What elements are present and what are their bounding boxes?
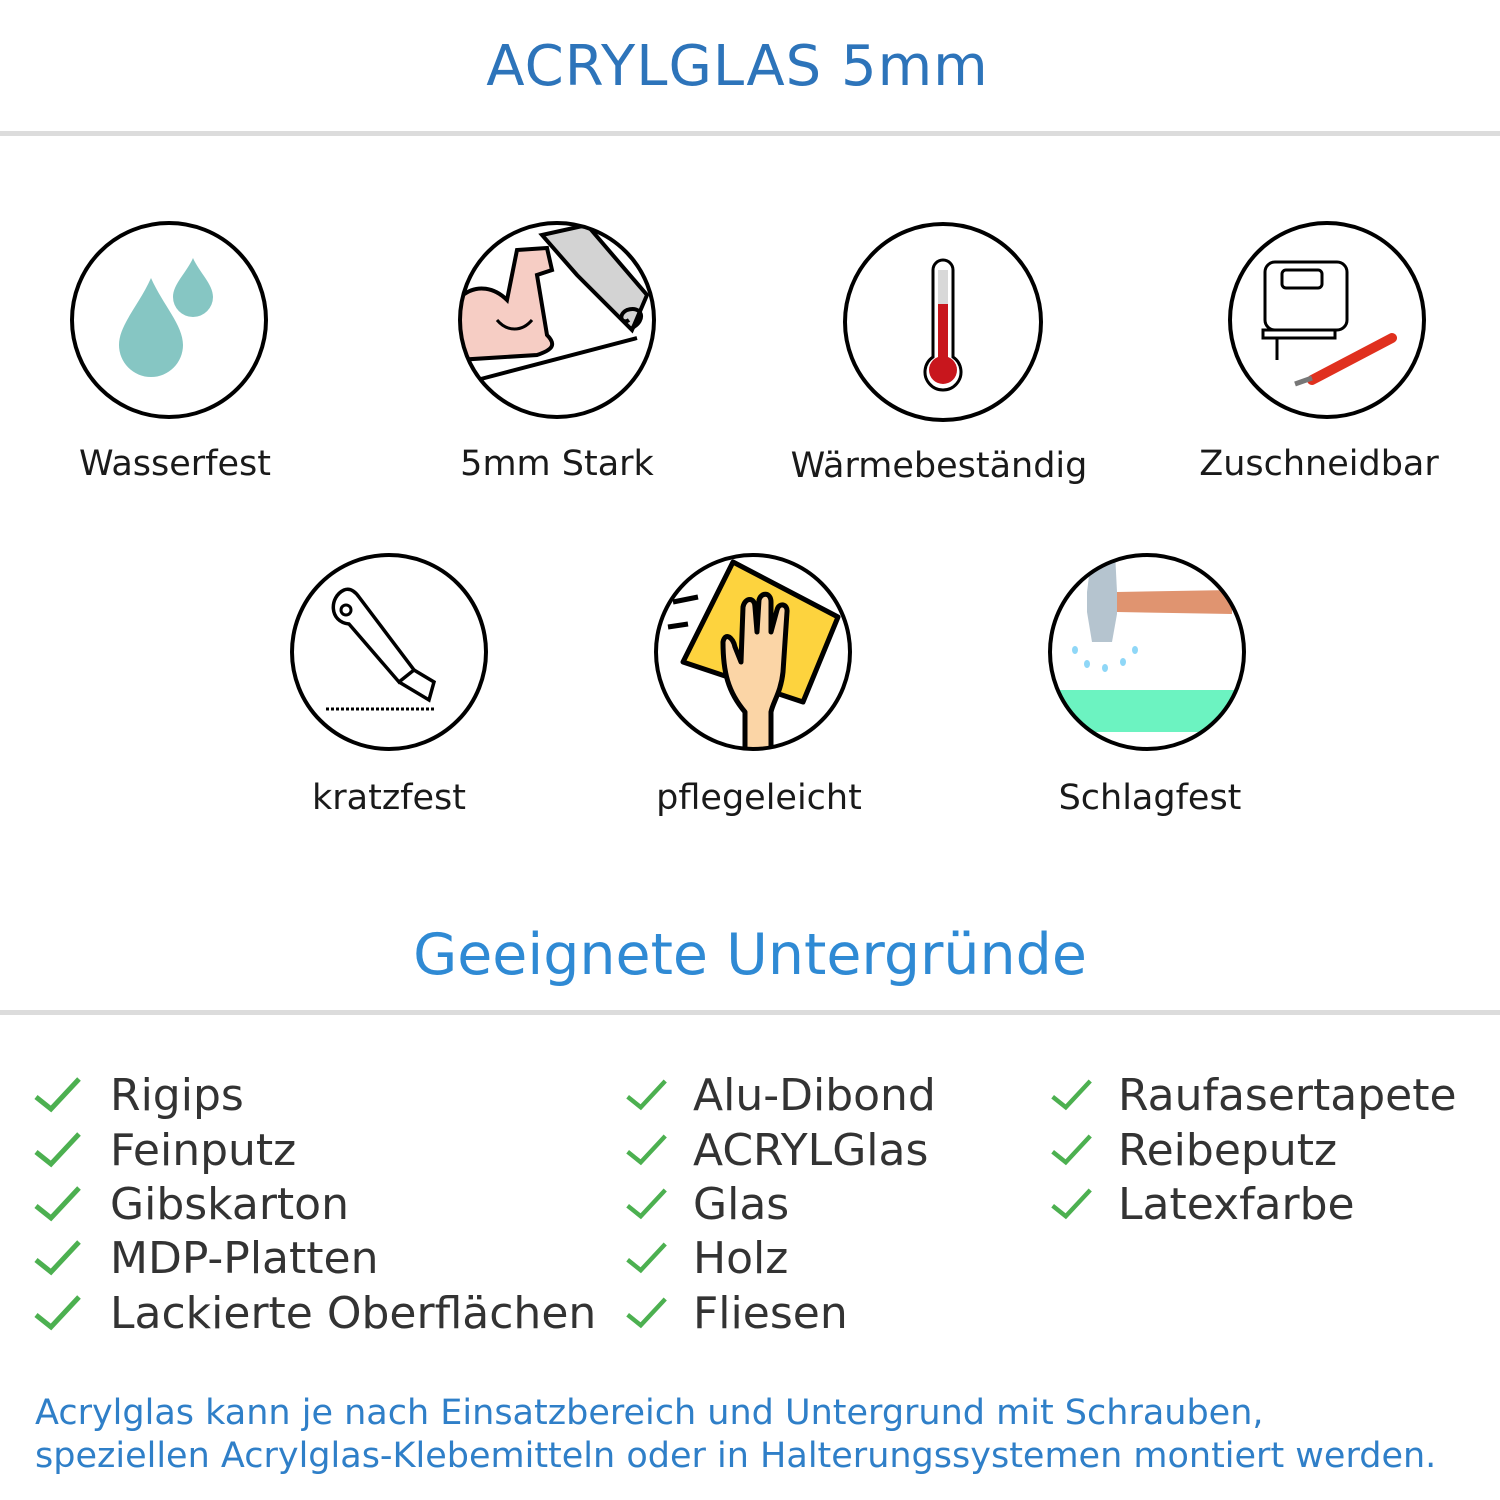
feature-waermebestaendig: Wärmebeständig [791,222,1093,486]
surface-item: Raufasertapete [1050,1068,1457,1122]
checkmark-icon [626,1188,667,1220]
strong-arm-icon [458,221,656,419]
footer-line-1: Acrylglas kann je nach Einsatzbereich un… [35,1393,1264,1433]
surface-label: Alu-Dibond [693,1069,936,1121]
surface-item: MDP-Platten [33,1231,378,1285]
checkmark-icon [1051,1188,1092,1220]
feature-label: Wasserfest [78,444,272,484]
surface-label: Latexfarbe [1118,1178,1355,1230]
page-title: ACRYLGLAS 5mm [486,34,989,99]
surface-item: Fliesen [625,1286,848,1340]
surface-item: Glas [625,1177,789,1231]
surface-label: Raufasertapete [1118,1069,1457,1121]
checkmark-icon [1051,1134,1092,1166]
section-title: Geeignete Untergründe [413,922,1087,988]
feature-wasserfest: Wasserfest [19,220,319,484]
surface-label: MDP-Platten [110,1232,379,1284]
surface-item: Reibeputz [1050,1123,1337,1177]
surface-label: Gibskarton [110,1178,349,1230]
checkmark-icon [34,1186,81,1222]
surface-label: Feinputz [110,1124,297,1176]
checkmark-icon [34,1295,81,1331]
surface-label: ACRYLGlas [693,1124,929,1176]
surface-item: Holz [625,1231,788,1285]
surface-item: Feinputz [33,1123,296,1177]
hand-cloth-icon [654,553,852,751]
surface-item: Lackierte Oberflächen [33,1286,596,1340]
checkmark-icon [34,1077,81,1113]
thermometer-icon [843,222,1043,422]
surface-label: Rigips [110,1069,244,1121]
checkmark-icon [626,1242,667,1274]
box-cutter-icon [290,553,488,751]
footer-note: Acrylglas kann je nach Einsatzbereich un… [35,1392,1436,1478]
checkmark-icon [626,1079,667,1111]
checkmark-icon [34,1132,81,1168]
feature-label: pflegeleicht [656,778,862,818]
surface-item: Gibskarton [33,1177,349,1231]
feature-label: 5mm Stark [460,444,654,484]
hammer-icon [1048,553,1246,751]
feature-schlagfest: Schlagfest [997,552,1297,818]
surface-label: Fliesen [693,1287,848,1339]
feature-label: Zuschneidbar [1199,444,1439,484]
surface-item: Alu-Dibond [625,1068,936,1122]
divider [0,1010,1500,1015]
feature-label: Schlagfest [1058,778,1242,818]
surface-item: Rigips [33,1068,244,1122]
jigsaw-cutter-icon [1228,221,1426,419]
divider [0,131,1500,136]
feature-label: Wärmebeständig [790,446,1088,486]
feature-zuschneidbar: Zuschneidbar [1177,220,1477,484]
checkmark-icon [1051,1079,1092,1111]
checkmark-icon [34,1240,81,1276]
feature-5mm-stark: 5mm Stark [407,220,707,484]
surface-label: Holz [693,1232,789,1284]
checkmark-icon [626,1134,667,1166]
surface-label: Glas [693,1178,790,1230]
surface-label: Lackierte Oberflächen [110,1287,597,1339]
checkmark-icon [626,1297,667,1329]
water-drops-icon [70,221,268,419]
surface-item: Latexfarbe [1050,1177,1355,1231]
surface-label: Reibeputz [1118,1124,1338,1176]
surface-item: ACRYLGlas [625,1123,928,1177]
feature-label: kratzfest [311,778,466,818]
feature-kratzfest: kratzfest [239,552,539,818]
feature-pflegeleicht: pflegeleicht [603,552,903,818]
footer-line-2: speziellen Acrylglas-Klebemitteln oder i… [35,1436,1437,1476]
